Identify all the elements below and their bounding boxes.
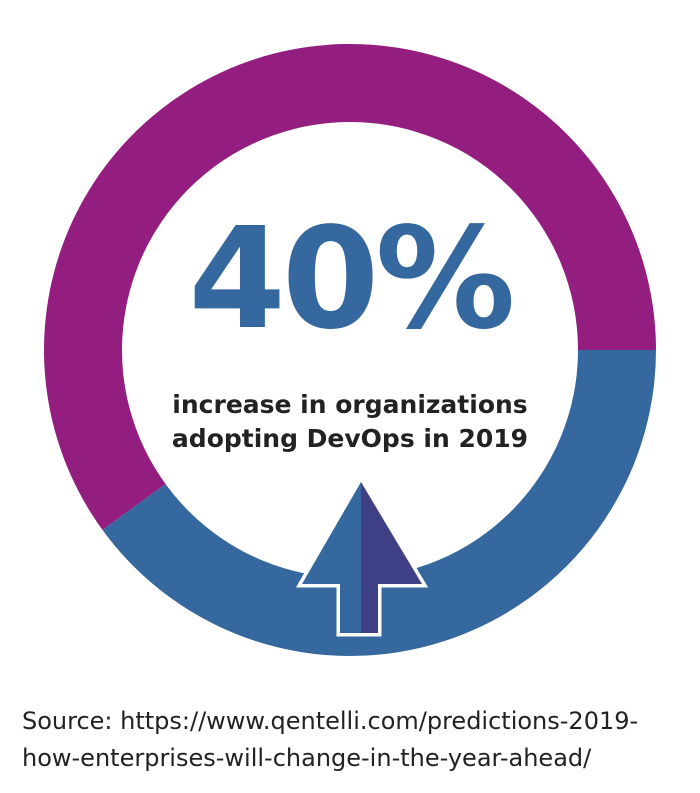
donut-chart <box>44 44 657 657</box>
source-line-1: Source: https://www.qentelli.com/predict… <box>22 707 639 735</box>
caption-line-1: increase in organizations <box>172 390 528 419</box>
up-arrow-left-half <box>302 482 361 633</box>
headline-percentage: 40% <box>188 198 515 361</box>
up-arrow-right-half <box>361 482 422 633</box>
caption-line-2: adopting DevOps in 2019 <box>171 424 529 453</box>
donut-hole <box>122 122 578 578</box>
source-line-2: how-enterprises-will-change-in-the-year-… <box>22 744 592 772</box>
up-arrow-icon <box>295 475 429 637</box>
